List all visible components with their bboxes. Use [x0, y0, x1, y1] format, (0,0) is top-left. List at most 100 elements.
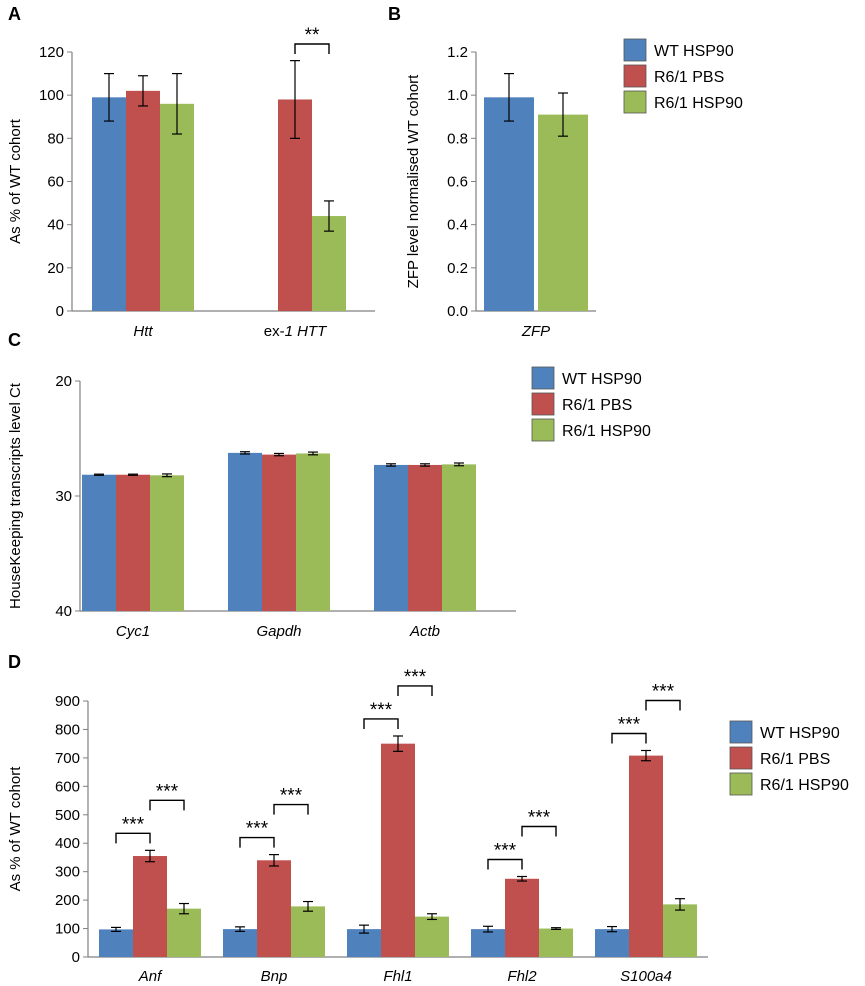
- bar-wt-hsp90-0: [484, 97, 534, 311]
- panel-a: A 0 20 40 60 80 100 120 As % of WT cohort Htt ex-1…: [7, 4, 375, 340]
- bar-wt-hsp90-0: [82, 474, 116, 611]
- error-bar: [290, 60, 300, 139]
- error-bar: [386, 463, 396, 467]
- significance-bracket: ***: [611, 714, 647, 744]
- error-bar: [504, 72, 514, 122]
- significance-label: ***: [280, 786, 303, 807]
- error-bar: [145, 849, 155, 863]
- legend-label: WT HSP90: [562, 371, 642, 388]
- y-axis-title: ZFP level normalised WT cohort: [405, 74, 422, 289]
- error-bar: [454, 462, 464, 467]
- y-tick-label: 0: [56, 303, 64, 320]
- error-bar: [359, 924, 369, 934]
- bar-r6-1-hsp90-1: [312, 216, 346, 311]
- bar-wt-hsp90-2: [374, 464, 408, 611]
- legend-swatch: [531, 366, 555, 390]
- bar-r6-1-hsp90-2: [415, 916, 449, 957]
- error-bar: [483, 925, 493, 933]
- y-tick-label: 700: [55, 750, 80, 767]
- y-tick-label: 0.8: [447, 130, 468, 147]
- error-bar: [558, 92, 568, 137]
- bar-r6-1-pbs-2: [408, 464, 442, 611]
- y-tick-label: 300: [55, 864, 80, 881]
- bar-wt-hsp90-4: [595, 929, 629, 957]
- bar-r6-1-hsp90-1: [291, 906, 325, 957]
- y-tick-label: 40: [55, 603, 72, 620]
- error-bar: [551, 927, 561, 931]
- y-axis-title: As % of WT cohort: [7, 766, 24, 892]
- bar-r6-1-pbs-1: [262, 454, 296, 611]
- bar-r6-1-hsp90-0: [167, 908, 201, 957]
- bar-wt-hsp90-3: [471, 929, 505, 957]
- significance-bracket: ***: [273, 786, 309, 815]
- significance-label: ***: [494, 841, 517, 862]
- error-bar: [128, 473, 138, 476]
- panel-c: C 20 30 40 HouseKeeping transcripts level Ct…: [7, 330, 651, 640]
- legend-swatch: [729, 720, 753, 744]
- legend-label: R6/1 HSP90: [562, 423, 651, 440]
- significance-bracket: ***: [397, 667, 433, 696]
- legend-swatch: [531, 418, 555, 442]
- y-tick-label: 0.4: [447, 217, 468, 234]
- x-category-label: Fhl1: [383, 968, 412, 985]
- bar-r6-1-hsp90-0: [160, 103, 194, 311]
- y-tick-label: 100: [39, 87, 64, 104]
- error-bar: [427, 913, 437, 921]
- significance-bracket: ***: [487, 841, 523, 870]
- legend-swatch: [729, 746, 753, 770]
- significance-label: ***: [618, 714, 641, 735]
- bar-r6-1-pbs-0: [116, 474, 150, 611]
- y-tick-label: 0.2: [447, 260, 468, 277]
- error-bar: [235, 926, 245, 933]
- bar-r6-1-pbs-1: [257, 860, 291, 957]
- x-category-label: Fhl2: [507, 968, 537, 985]
- error-bar: [393, 735, 403, 752]
- y-tick-label: 500: [55, 807, 80, 824]
- y-axis-title: As % of WT cohort: [7, 118, 24, 244]
- bar-r6-1-pbs-0: [133, 856, 167, 957]
- x-category-label: Actb: [409, 623, 440, 640]
- bar-r6-1-hsp90-2: [442, 464, 476, 611]
- panel-letter: D: [8, 652, 21, 672]
- y-tick-label: 0.0: [447, 303, 468, 320]
- bar-wt-hsp90-1: [228, 452, 262, 611]
- legend-label: R6/1 HSP90: [654, 95, 743, 112]
- y-tick-label: 20: [55, 373, 72, 390]
- x-category-label: Gapdh: [256, 623, 301, 640]
- legend-label: R6/1 PBS: [562, 397, 632, 414]
- error-bar: [94, 473, 104, 476]
- significance-bracket: ***: [115, 814, 151, 844]
- legend-label: R6/1 PBS: [760, 751, 830, 768]
- error-bar: [111, 926, 121, 933]
- bar-r6-1-hsp90-0: [538, 114, 588, 311]
- bar-r6-1-hsp90-1: [296, 453, 330, 611]
- significance-bracket: ***: [521, 808, 557, 837]
- significance-label: ***: [370, 700, 393, 721]
- x-category-label: Cyc1: [116, 623, 150, 640]
- legend-swatch: [729, 772, 753, 796]
- error-bar: [274, 452, 284, 457]
- x-category-label: Htt: [133, 323, 153, 340]
- x-category-label: Anf: [138, 968, 163, 985]
- bar-r6-1-pbs-2: [381, 743, 415, 957]
- significance-label: ***: [528, 808, 551, 829]
- y-tick-label: 200: [55, 892, 80, 909]
- significance-label: **: [305, 25, 320, 46]
- error-bar: [172, 72, 182, 135]
- legend-swatch: [623, 90, 647, 114]
- x-category-label: ex-1 HTT: [264, 323, 328, 340]
- legend-swatch: [623, 64, 647, 88]
- y-tick-label: 600: [55, 778, 80, 795]
- legend-label: WT HSP90: [760, 725, 840, 742]
- error-bar: [240, 451, 250, 455]
- significance-label: ***: [156, 781, 179, 802]
- error-bar: [269, 853, 279, 867]
- error-bar: [607, 925, 617, 933]
- y-tick-label: 0.6: [447, 174, 468, 191]
- significance-bracket: ***: [239, 819, 275, 848]
- y-tick-label: 1.0: [447, 87, 468, 104]
- significance-bracket: ***: [645, 681, 681, 711]
- y-tick-label: 1.2: [447, 44, 468, 61]
- significance-label: ***: [246, 819, 269, 840]
